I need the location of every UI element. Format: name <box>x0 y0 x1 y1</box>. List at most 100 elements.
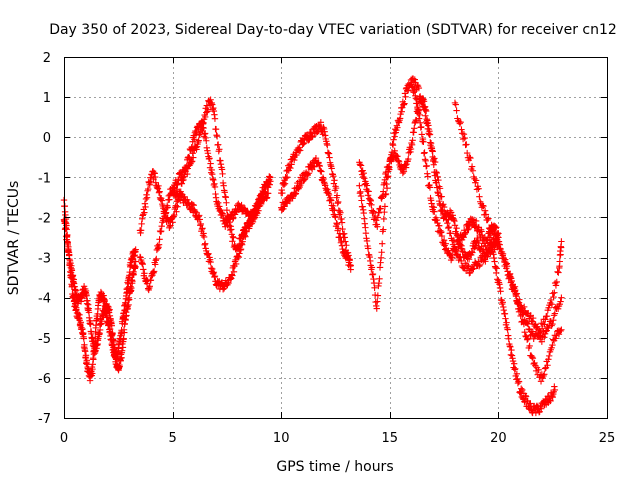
data-point <box>543 312 551 320</box>
data-point <box>529 328 537 335</box>
data-point <box>523 319 531 327</box>
data-point <box>219 210 226 217</box>
data-point <box>423 162 430 169</box>
data-point <box>538 325 546 332</box>
data-point <box>545 356 552 363</box>
data-point <box>264 190 272 197</box>
data-point <box>328 165 335 172</box>
data-point <box>487 239 494 246</box>
data-point <box>541 371 548 378</box>
data-point <box>510 360 518 367</box>
data-point <box>207 258 214 266</box>
data-point <box>458 257 465 265</box>
data-point <box>347 262 354 269</box>
data-point <box>458 126 465 133</box>
grid-lines <box>64 57 607 418</box>
data-point <box>207 160 214 167</box>
data-point <box>203 137 210 144</box>
data-point <box>434 173 441 181</box>
data-point <box>81 348 89 355</box>
data-point <box>547 397 554 405</box>
data-point <box>305 170 313 177</box>
data-point <box>479 257 487 265</box>
data-point <box>333 220 341 228</box>
data-point <box>68 267 76 274</box>
data-point <box>318 168 325 175</box>
plot-frame <box>64 57 608 419</box>
data-point <box>550 293 557 301</box>
data-point <box>523 336 531 343</box>
data-point <box>405 155 412 163</box>
data-point <box>557 251 564 258</box>
data-point <box>413 117 420 124</box>
data-point <box>380 215 388 223</box>
data-point <box>431 155 438 162</box>
data-point <box>431 208 438 215</box>
data-point <box>391 133 398 140</box>
chart-title: Day 350 of 2023, Sidereal Day-to-day VTE… <box>49 22 617 38</box>
data-point <box>374 292 382 299</box>
data-point <box>156 236 163 243</box>
data-point <box>489 223 496 231</box>
data-point <box>409 137 416 144</box>
data-point <box>223 199 230 206</box>
data-point <box>125 296 133 303</box>
data-point <box>169 219 176 226</box>
data-point <box>524 335 532 342</box>
data-point <box>471 259 479 266</box>
data-point <box>130 271 137 278</box>
data-point <box>331 177 338 184</box>
data-point <box>469 167 477 174</box>
y-tick-label: -5 <box>38 332 51 347</box>
data-point <box>421 149 428 156</box>
data-point <box>116 363 123 370</box>
data-point <box>518 385 525 392</box>
data-point <box>419 102 427 110</box>
data-point <box>542 316 549 323</box>
x-tick-labels: 0 5 10 15 20 25 <box>60 431 615 446</box>
data-point <box>77 319 85 326</box>
data-point <box>469 249 476 256</box>
data-point <box>229 272 236 279</box>
data-point <box>381 208 388 216</box>
data-point <box>368 201 375 209</box>
data-point <box>520 320 528 328</box>
data-point <box>211 183 219 191</box>
data-point <box>557 298 564 305</box>
series-track-M <box>506 273 565 385</box>
x-tick-label: 0 <box>60 431 68 446</box>
data-point <box>225 214 232 221</box>
data-point <box>364 245 372 252</box>
data-point <box>550 316 557 324</box>
data-point <box>418 98 425 105</box>
y-tick-label: -3 <box>38 252 51 267</box>
data-point <box>548 301 556 308</box>
data-point <box>150 268 158 275</box>
data-point <box>188 158 196 165</box>
data-point <box>331 206 338 214</box>
y-tick-label: -6 <box>38 372 51 387</box>
data-point <box>238 201 245 209</box>
data-point <box>545 352 553 360</box>
data-point <box>365 188 372 195</box>
data-point <box>512 365 519 372</box>
x-tick-label: 15 <box>382 431 399 446</box>
series-track-B <box>60 216 139 363</box>
data-point <box>236 250 243 257</box>
data-point <box>542 328 550 335</box>
data-point <box>362 224 369 231</box>
data-point <box>426 184 434 191</box>
data-point <box>84 297 91 304</box>
data-point <box>456 254 463 261</box>
data-point <box>132 258 139 265</box>
series-track-I <box>356 93 502 265</box>
data-point <box>447 230 454 237</box>
data-point <box>493 265 500 272</box>
data-point <box>551 310 559 317</box>
data-point <box>450 236 458 244</box>
data-point <box>411 76 418 83</box>
series-track-C <box>136 118 274 237</box>
data-point <box>152 173 159 181</box>
data-point <box>82 352 90 359</box>
